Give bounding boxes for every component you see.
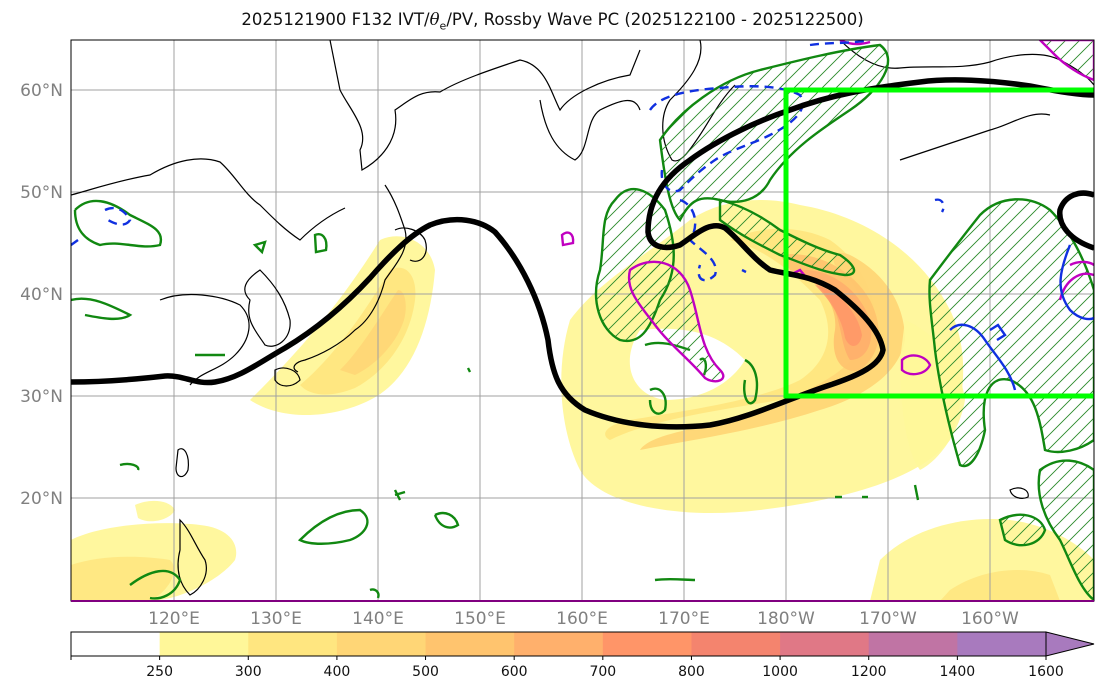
lat-label: 30°N: [20, 387, 63, 407]
title-theta-sub: e: [439, 19, 447, 33]
lon-label: 150°E: [454, 609, 506, 629]
colorbar-segment: [602, 632, 692, 656]
colorbar-label: 500: [412, 664, 439, 680]
plot-area: [71, 40, 1094, 601]
theta-e-contours: [71, 43, 1094, 601]
colorbar-label: 250: [146, 664, 173, 680]
lon-labels: 120°E 130°E 140°E 150°E 160°E 170°E 180°…: [148, 609, 1019, 629]
colorbar-segment: [336, 632, 427, 656]
lon-label: 130°E: [250, 609, 302, 629]
colorbar-label: 1000: [762, 664, 798, 680]
lon-label: 160°W: [961, 609, 1019, 629]
colorbar-segment: [691, 632, 781, 656]
colorbar-segment: [71, 632, 161, 656]
lat-labels: 60°N 50°N 40°N 30°N 20°N: [20, 81, 63, 509]
colorbar-segment: [957, 632, 1047, 656]
colorbar-segment: [248, 632, 338, 656]
lon-label: 180°W: [757, 609, 815, 629]
colorbar-segment: [514, 632, 604, 656]
lat-label: 50°N: [20, 183, 63, 203]
colorbar-label: 1600: [1028, 664, 1064, 680]
lon-label: 170°W: [859, 609, 917, 629]
colorbar-label: 300: [235, 664, 262, 680]
lat-label: 20°N: [20, 489, 63, 509]
lon-label: 120°E: [148, 609, 200, 629]
colorbar-segment: [425, 632, 515, 656]
title-suffix: /PV, Rossby Wave PC (2025122100 - 202512…: [446, 10, 864, 29]
colorbar-label: 800: [678, 664, 705, 680]
lon-label: 170°E: [658, 609, 710, 629]
title-prefix: 2025121900 F132 IVT/: [241, 10, 430, 29]
lat-label: 60°N: [20, 81, 63, 101]
lat-label: 40°N: [20, 285, 63, 305]
lon-label: 160°E: [556, 609, 608, 629]
rossby-wave-region-box: [783, 87, 1094, 399]
blue-contours: [71, 40, 1094, 391]
colorbar-label: 700: [589, 664, 616, 680]
colorbar-segment: [159, 632, 249, 656]
colorbar: [70, 631, 1095, 660]
colorbar-extend-arrow: [1045, 631, 1095, 657]
colorbar-label: 1400: [940, 664, 976, 680]
colorbar-label: 1200: [851, 664, 887, 680]
colorbar-outline: [70, 631, 1046, 657]
map-title: 2025121900 F132 IVT/θe/PV, Rossby Wave P…: [0, 10, 1105, 32]
colorbar-labels: 250 300 400 500 600 700 800 1000 1200 1400 1600: [146, 664, 1064, 680]
title-theta: θ: [429, 10, 440, 29]
lon-label: 140°E: [352, 609, 404, 629]
colorbar-label: 400: [324, 664, 351, 680]
colorbar-segment: [868, 632, 958, 656]
pv-thick-contour: [71, 77, 1094, 430]
colorbar-label: 600: [501, 664, 528, 680]
ivt-shading: [71, 200, 1094, 601]
colorbar-segment: [780, 632, 870, 656]
